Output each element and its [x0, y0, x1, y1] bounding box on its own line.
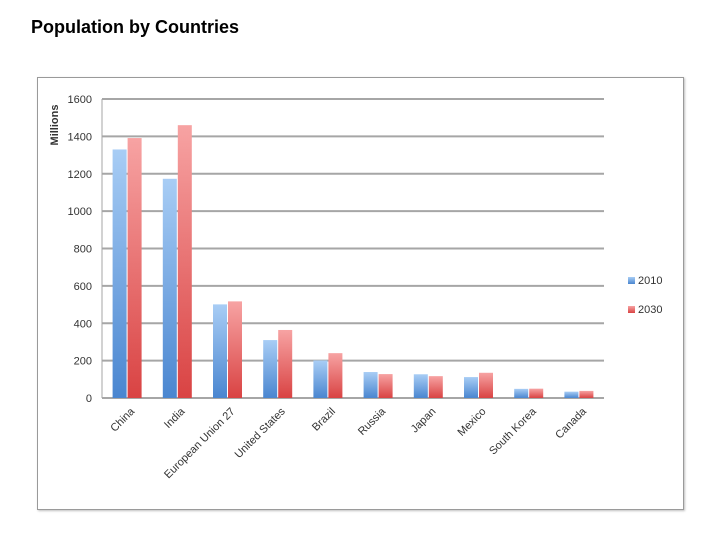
bar-2030-canada [579, 390, 594, 398]
bar-2010-european-union-27 [213, 304, 227, 398]
y-tick-label: 1000 [68, 206, 92, 218]
x-tick-label: Brazil [310, 406, 338, 434]
y-tick-label: 800 [74, 244, 92, 256]
bar-2010-brazil [313, 360, 328, 398]
bar-2030-south-korea [529, 388, 544, 398]
x-tick-label: China [108, 405, 137, 434]
bar-2010-india [162, 178, 177, 398]
y-tick-label: 600 [74, 281, 92, 293]
bar-2010-mexico [464, 377, 478, 398]
chart-frame [37, 77, 684, 510]
bars [112, 125, 594, 398]
y-tick-label: 400 [74, 318, 92, 330]
bar-2010-canada [564, 391, 579, 398]
x-tick-label: India [162, 405, 188, 431]
bar-2010-russia [363, 372, 378, 398]
bar-2010-united-states [263, 340, 278, 398]
x-tick-label: South Korea [487, 405, 539, 457]
bar-2030-european-union-27 [228, 301, 242, 398]
bar-2030-brazil [328, 353, 343, 398]
x-tick-label: Japan [409, 406, 439, 436]
bar-2030-japan [428, 376, 443, 398]
legend: 2010 2030 [628, 275, 662, 316]
bar-2030-china [127, 138, 142, 398]
bar-2030-russia [378, 374, 393, 398]
bar-2030-united-states [278, 329, 293, 398]
legend-swatch-2010 [628, 277, 635, 284]
x-tick-label: Mexico [455, 406, 488, 439]
bar-2010-japan [413, 374, 428, 398]
gridlines [101, 98, 604, 399]
page-title: Population by Countries [31, 17, 240, 37]
legend-label-2010: 2010 [638, 275, 662, 287]
y-tick-label: 1400 [68, 131, 92, 143]
y-tick-label: 200 [74, 356, 92, 368]
legend-swatch-2030 [628, 306, 635, 313]
bar-2010-south-korea [514, 388, 529, 398]
legend-label-2030: 2030 [638, 304, 662, 316]
bar-2030-india [177, 125, 192, 398]
bar-2030-mexico [479, 372, 493, 398]
y-axis-label: Millions [49, 105, 61, 146]
x-tick-label: Russia [356, 405, 389, 438]
bar-2010-china [112, 149, 127, 398]
x-tick-label: United States [233, 405, 289, 461]
y-tick-label: 0 [86, 393, 92, 405]
y-tick-label: 1200 [68, 169, 92, 181]
y-tick-label: 1600 [68, 94, 92, 106]
x-tick-label: Canada [553, 405, 589, 441]
